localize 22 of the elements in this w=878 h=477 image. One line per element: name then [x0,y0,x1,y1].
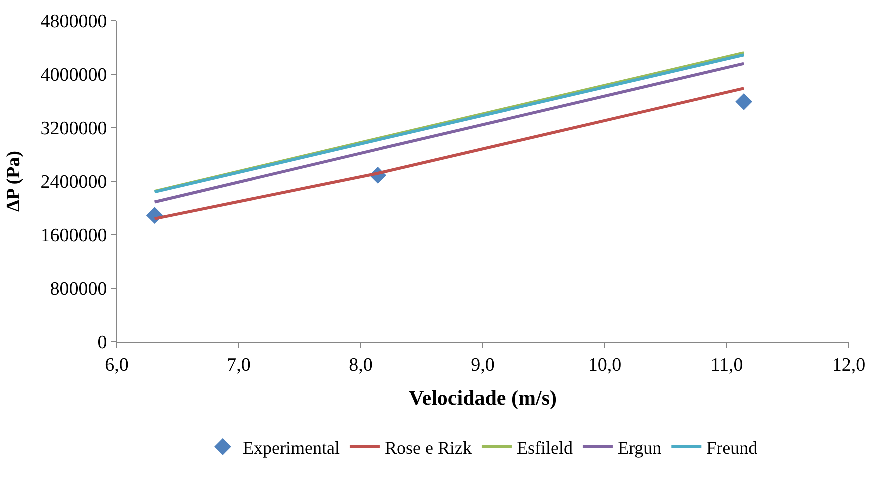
x-tick-label: 10,0 [588,354,622,376]
x-axis-title: Velocidade (m/s) [409,386,557,410]
legend-label: Ergun [618,438,662,458]
legend-label: Esfileld [516,438,573,458]
legend-label: Freund [706,438,758,458]
legend-label: Rose e Rizk [384,438,472,458]
y-tick-label: 4000000 [40,65,108,86]
y-tick-label: 3200000 [40,118,108,140]
y-tick-label: 4800000 [40,12,108,33]
legend-label: Experimental [243,438,340,458]
y-axis-title: ΔP (Pa) [4,151,25,212]
y-tick-label: 800000 [50,279,108,300]
point [736,93,753,110]
y-tick-label: 2400000 [40,172,108,194]
x-tick-label: 7,0 [227,354,251,376]
x-tick-label: 8,0 [349,354,373,376]
x-tick-label: 12,0 [832,354,866,376]
x-tick-label: 9,0 [471,354,495,376]
x-tick-label: 6,0 [105,354,129,376]
y-tick-label: 1600000 [40,226,108,247]
y-tick-label: 0 [98,332,108,354]
x-tick-label: 11,0 [710,354,744,376]
